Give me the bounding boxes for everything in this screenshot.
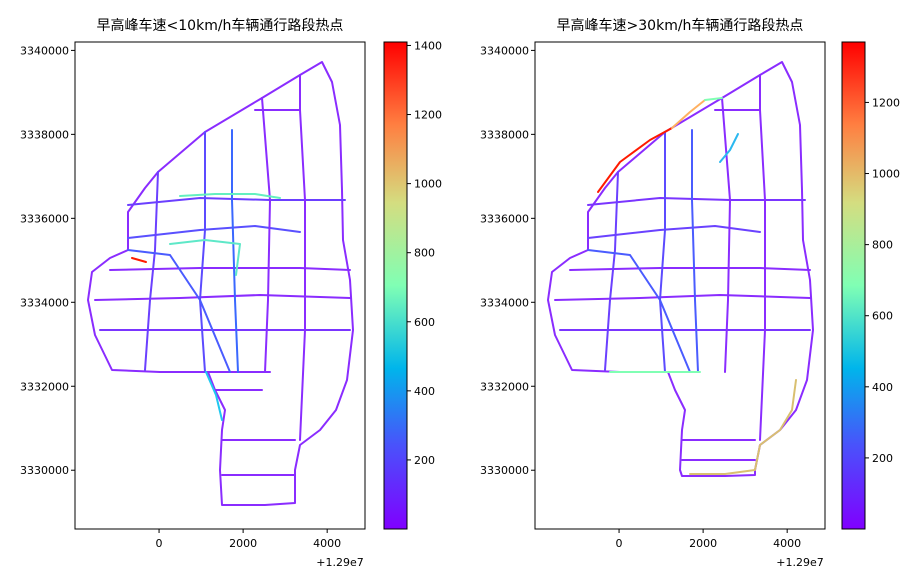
road-2c xyxy=(569,267,811,271)
colorbar-2 xyxy=(841,41,866,530)
colorbar-tick-label: 1200 xyxy=(872,96,900,109)
colorbar-tick-label: 1000 xyxy=(414,178,442,191)
road-2k xyxy=(721,97,731,373)
road-1j xyxy=(199,131,206,373)
y-axis-1: 3330000 3332000 3334000 3336000 3338000 33400… xyxy=(20,44,75,477)
hot-1d xyxy=(205,371,223,421)
y-tick-label: 3338000 xyxy=(20,128,69,141)
x-offset-label-1: +1.29e7 xyxy=(316,556,363,569)
y-tick-label: 3336000 xyxy=(480,212,529,225)
y-tick-label: 3334000 xyxy=(20,296,69,309)
x-tick-label: 2000 xyxy=(229,537,257,550)
x-tick-label: 2000 xyxy=(689,537,717,550)
boundary-2 xyxy=(547,61,814,477)
hot-2d xyxy=(719,133,739,163)
road-2l xyxy=(759,109,766,441)
boundary-1 xyxy=(87,61,354,506)
x-tick-label: 4000 xyxy=(773,537,801,550)
x-tick-label: 4000 xyxy=(313,537,341,550)
colorbar-tick-label: 200 xyxy=(872,452,893,465)
hot-1c xyxy=(131,257,147,263)
x-tick-label: 0 xyxy=(616,537,623,550)
hot-2f xyxy=(689,379,797,475)
x-axis-1: 0 2000 4000 xyxy=(156,529,341,550)
colorbar-tick-label: 400 xyxy=(414,385,435,398)
road-2n xyxy=(587,249,691,373)
colorbar-tick-label: 400 xyxy=(872,381,893,394)
road-network-2 xyxy=(547,61,814,477)
road-1m xyxy=(299,109,306,441)
road-2m xyxy=(714,74,761,111)
road-1n xyxy=(254,74,301,111)
road-1b xyxy=(127,225,301,239)
colorbar-tick-label: 600 xyxy=(414,316,435,329)
road-2j xyxy=(691,129,699,373)
x-axis-2: 0 2000 4000 xyxy=(616,529,801,550)
colorbar-1 xyxy=(383,41,408,530)
colorbar-ticks-1: 200 400 600 800 1000 1200 1400 xyxy=(407,39,442,467)
road-1a xyxy=(127,197,346,206)
colorbar-tick-label: 800 xyxy=(414,247,435,260)
y-tick-label: 3338000 xyxy=(480,128,529,141)
hot-1b xyxy=(169,239,241,276)
y-axis-2: 3330000 3332000 3334000 3336000 3338000 33400… xyxy=(480,44,535,477)
road-2i xyxy=(659,131,666,373)
chart-title-2: 早高峰车速>30km/h车辆通行路段热点 xyxy=(557,17,804,34)
colorbar-tick-label: 1200 xyxy=(414,109,442,122)
road-1i xyxy=(144,171,159,371)
x-tick-label: 0 xyxy=(156,537,163,550)
y-tick-label: 3336000 xyxy=(20,212,69,225)
colorbar-tick-label: 200 xyxy=(414,454,435,467)
colorbar-tick-label: 1400 xyxy=(414,39,442,52)
hot-2a xyxy=(597,127,673,193)
y-tick-label: 3340000 xyxy=(20,44,69,57)
road-1l xyxy=(261,97,271,373)
road-1p xyxy=(127,249,231,373)
hot-1a xyxy=(179,193,281,199)
y-tick-label: 3332000 xyxy=(20,380,69,393)
road-network-1 xyxy=(87,61,354,506)
colorbar-tick-label: 600 xyxy=(872,310,893,323)
y-tick-label: 3340000 xyxy=(480,44,529,57)
road-1k xyxy=(231,129,239,373)
colorbar-ticks-2: 200 400 600 800 1000 1200 xyxy=(865,96,900,465)
hot-2b xyxy=(671,99,706,129)
x-offset-label-2: +1.29e7 xyxy=(776,556,823,569)
colorbar-tick-label: 800 xyxy=(872,239,893,252)
road-2h xyxy=(604,171,619,371)
chart-title-1: 早高峰车速<10km/h车辆通行路段热点 xyxy=(97,17,344,34)
colorbar-tick-label: 1000 xyxy=(872,168,900,181)
y-tick-label: 3330000 xyxy=(20,464,69,477)
y-tick-label: 3330000 xyxy=(480,464,529,477)
y-tick-label: 3334000 xyxy=(480,296,529,309)
hot-2c xyxy=(704,97,723,101)
road-2a xyxy=(587,197,806,206)
y-tick-label: 3332000 xyxy=(480,380,529,393)
road-1c xyxy=(109,267,351,271)
road-2b xyxy=(587,225,761,239)
